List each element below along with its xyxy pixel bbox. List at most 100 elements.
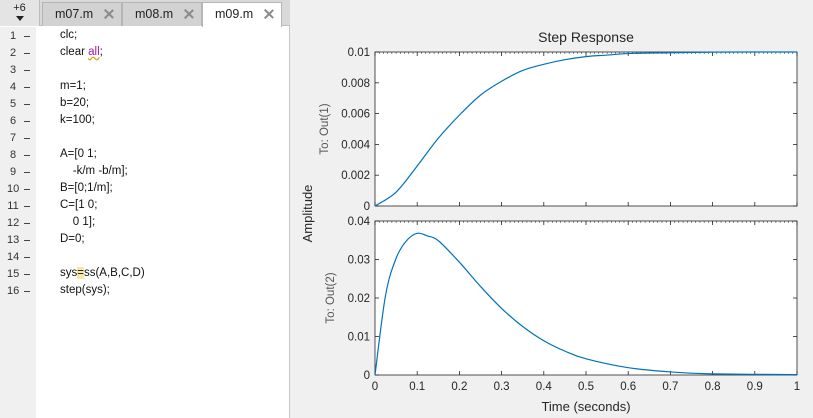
breakpoint-marker[interactable] bbox=[24, 138, 30, 139]
code-line[interactable]: m=1; bbox=[60, 78, 86, 95]
code-token: all bbox=[88, 46, 100, 58]
code-token: -k/m -b/m]; bbox=[60, 165, 128, 177]
line-number: 2 bbox=[0, 45, 36, 62]
x-tick-label: 0.1 bbox=[409, 381, 425, 393]
code-line[interactable]: A=[0 1; bbox=[60, 146, 97, 163]
line-number-text: 6 bbox=[9, 115, 17, 127]
x-tick-label: 0.5 bbox=[578, 381, 594, 393]
breakpoint-marker[interactable] bbox=[24, 189, 30, 190]
line-number-text: 9 bbox=[9, 166, 17, 178]
code-token: B=[0;1/m]; bbox=[60, 182, 113, 194]
x-tick-label: 0.6 bbox=[620, 381, 636, 393]
series-line-2 bbox=[374, 232, 798, 376]
figure-window: Step Response 0 0.002 0.004 0.006 0.008 0.01 To… bbox=[290, 0, 813, 418]
breakpoint-marker[interactable] bbox=[24, 70, 30, 71]
chevron-down-icon bbox=[15, 16, 24, 21]
tab-m08[interactable]: m08.m bbox=[122, 2, 202, 26]
tab-label: m07.m bbox=[55, 7, 94, 21]
tab-label: m08.m bbox=[135, 7, 174, 21]
chart-title: Step Response bbox=[538, 29, 634, 45]
code-token: b=20; bbox=[60, 97, 90, 109]
code-token: clear bbox=[60, 46, 89, 58]
x-tick-label: 0.9 bbox=[747, 381, 763, 393]
code-editor[interactable]: +6 m07.m m08.m m09.m 1 2 3 4 5 6 7 8 9 10 11 12 13 14… bbox=[0, 0, 290, 418]
tab-overflow-button[interactable]: +6 bbox=[0, 0, 40, 26]
close-icon[interactable] bbox=[263, 8, 275, 20]
code-line[interactable]: 0 1]; bbox=[60, 214, 95, 231]
code-line[interactable]: B=[0;1/m]; bbox=[60, 180, 113, 197]
line-number-text: 13 bbox=[7, 234, 20, 246]
tab-m09[interactable]: m09.m bbox=[202, 2, 282, 27]
breakpoint-marker[interactable] bbox=[24, 53, 30, 54]
y-tick-label: 0.04 bbox=[348, 216, 371, 228]
code-token: step(sys); bbox=[60, 284, 110, 296]
y-tick-label: 0.01 bbox=[348, 47, 370, 59]
y-tick-label: 0.01 bbox=[348, 332, 370, 344]
axes-box bbox=[374, 220, 798, 376]
breakpoint-marker[interactable] bbox=[24, 257, 30, 258]
tab-overflow-count: +6 bbox=[13, 2, 26, 14]
breakpoint-marker[interactable] bbox=[24, 121, 30, 122]
line-number: 13 bbox=[0, 232, 36, 249]
code-token: clc; bbox=[60, 29, 78, 41]
line-number: 15 bbox=[0, 266, 36, 283]
y-tick-label: 0.006 bbox=[341, 109, 370, 121]
breakpoint-marker[interactable] bbox=[24, 155, 30, 156]
step-response-plot: Step Response 0 0.002 0.004 0.006 0.008 0.01 To… bbox=[300, 29, 800, 414]
breakpoint-marker[interactable] bbox=[24, 104, 30, 105]
line-number-text: 12 bbox=[7, 217, 20, 229]
code-token: D=0; bbox=[60, 233, 85, 245]
breakpoint-marker[interactable] bbox=[24, 206, 30, 207]
code-line[interactable]: step(sys); bbox=[60, 282, 110, 299]
code-line[interactable]: k=100; bbox=[60, 112, 95, 129]
code-line[interactable]: D=0; bbox=[60, 231, 85, 248]
line-number: 4 bbox=[0, 79, 36, 96]
x-tick-label: 0 bbox=[372, 381, 378, 393]
code-line[interactable]: clear all; bbox=[60, 44, 103, 61]
axes-box bbox=[374, 51, 798, 207]
y-tick-label: 0.008 bbox=[341, 78, 370, 90]
code-line[interactable]: -k/m -b/m]; bbox=[60, 163, 128, 180]
y-tick-label: 0 bbox=[364, 201, 370, 213]
line-number: 7 bbox=[0, 130, 36, 147]
code-line[interactable]: sys=ss(A,B,C,D) bbox=[60, 265, 145, 282]
line-number: 5 bbox=[0, 96, 36, 113]
code-token: ; bbox=[99, 46, 103, 58]
editor-tab-bar: +6 m07.m m08.m m09.m bbox=[0, 0, 290, 27]
code-token: m=1; bbox=[60, 80, 86, 92]
breakpoint-marker[interactable] bbox=[24, 36, 30, 37]
x-tick-label: 0.8 bbox=[705, 381, 721, 393]
x-tick-label: 0.7 bbox=[662, 381, 678, 393]
breakpoint-marker[interactable] bbox=[24, 172, 30, 173]
line-number: 6 bbox=[0, 113, 36, 130]
code-token: k=100; bbox=[60, 114, 95, 126]
line-number: 16 bbox=[0, 283, 36, 300]
close-icon[interactable] bbox=[103, 8, 115, 20]
breakpoint-marker[interactable] bbox=[24, 87, 30, 88]
code-line[interactable]: b=20; bbox=[60, 95, 89, 112]
y-tick-label: 0.03 bbox=[348, 255, 370, 267]
line-number-text: 14 bbox=[7, 251, 20, 263]
code-line[interactable]: C=[1 0; bbox=[60, 197, 97, 214]
line-number-gutter: 1 2 3 4 5 6 7 8 9 10 11 12 13 14 15 16 bbox=[0, 27, 36, 418]
y-axis-label: Amplitude bbox=[300, 185, 315, 243]
line-number: 8 bbox=[0, 147, 36, 164]
breakpoint-marker[interactable] bbox=[24, 223, 30, 224]
x-axis-label: Time (seconds) bbox=[541, 399, 630, 414]
line-number-text: 11 bbox=[7, 200, 19, 212]
code-token: = bbox=[77, 267, 84, 279]
breakpoint-marker[interactable] bbox=[24, 291, 30, 292]
subplot-ylabel: To: Out(1) bbox=[319, 103, 331, 154]
y-tick-label: 0.002 bbox=[341, 170, 370, 182]
close-icon[interactable] bbox=[183, 8, 195, 20]
breakpoint-marker[interactable] bbox=[24, 274, 30, 275]
line-number-text: 10 bbox=[7, 183, 20, 195]
tab-m07[interactable]: m07.m bbox=[42, 2, 122, 26]
line-number: 3 bbox=[0, 62, 36, 79]
breakpoint-marker[interactable] bbox=[24, 240, 30, 241]
code-line[interactable]: clc; bbox=[60, 27, 77, 44]
line-number: 14 bbox=[0, 249, 36, 266]
y-tick-label: 0.02 bbox=[348, 293, 370, 305]
y-tick-label: 0.004 bbox=[341, 139, 370, 151]
line-number: 11 bbox=[0, 198, 36, 215]
